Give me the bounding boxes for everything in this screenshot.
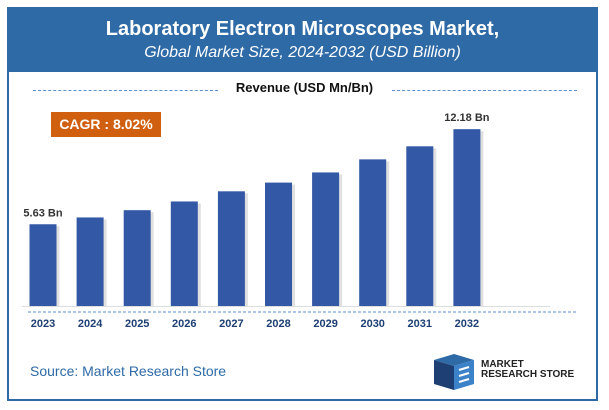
bar-2032 [453, 129, 481, 306]
logo-icon [434, 354, 474, 390]
bar-2030 [359, 159, 387, 306]
chart-title: Laboratory Electron Microscopes Market, [105, 18, 500, 40]
legend-dash-left [33, 90, 218, 91]
chart-subtitle: Global Market Size, 2024-2032 (USD Billi… [144, 44, 461, 61]
bar-2025 [123, 210, 151, 306]
x-tick-label: 2024 [78, 318, 103, 330]
x-tick-label: 2023 [31, 318, 55, 330]
bar-2028 [265, 182, 292, 306]
x-tick-label: 2030 [360, 318, 384, 330]
x-tick-label: 2031 [408, 318, 432, 330]
legend-label: Revenue (USD Mn/Bn) [235, 80, 374, 95]
cagr-badge: CAGR : 8.02% [51, 112, 161, 137]
x-tick-label: 2029 [313, 318, 337, 330]
logo-line1: MARKET [481, 359, 524, 370]
bar-2026 [170, 201, 198, 306]
bar-2023 [29, 224, 57, 306]
x-tick-label: 2025 [125, 318, 149, 330]
bar-2031 [406, 146, 434, 306]
data-label: 12.18 Bn [444, 112, 490, 124]
data-label: 5.63 Bn [23, 207, 62, 219]
bar-2027 [217, 191, 245, 306]
bar-2029 [312, 172, 340, 306]
header-banner: Laboratory Electron Microscopes Market, … [7, 7, 598, 72]
x-tick-label: 2028 [266, 318, 290, 330]
logo-text: MARKET RESEARCH STORE [481, 360, 574, 380]
bar-chart: 2023 5.63 Bn 2024 2025 2026 2027 2028 2029 2030 2… [22, 112, 578, 330]
x-tick-label: 2032 [455, 318, 479, 330]
logo-line2: RESEARCH STORE [481, 369, 575, 380]
source-text: Source: Market Research Store [30, 363, 227, 379]
bar-2024 [76, 217, 104, 306]
x-tick-label: 2027 [219, 318, 243, 330]
x-tick-label: 2026 [172, 318, 196, 330]
legend-dash-right [392, 90, 577, 91]
